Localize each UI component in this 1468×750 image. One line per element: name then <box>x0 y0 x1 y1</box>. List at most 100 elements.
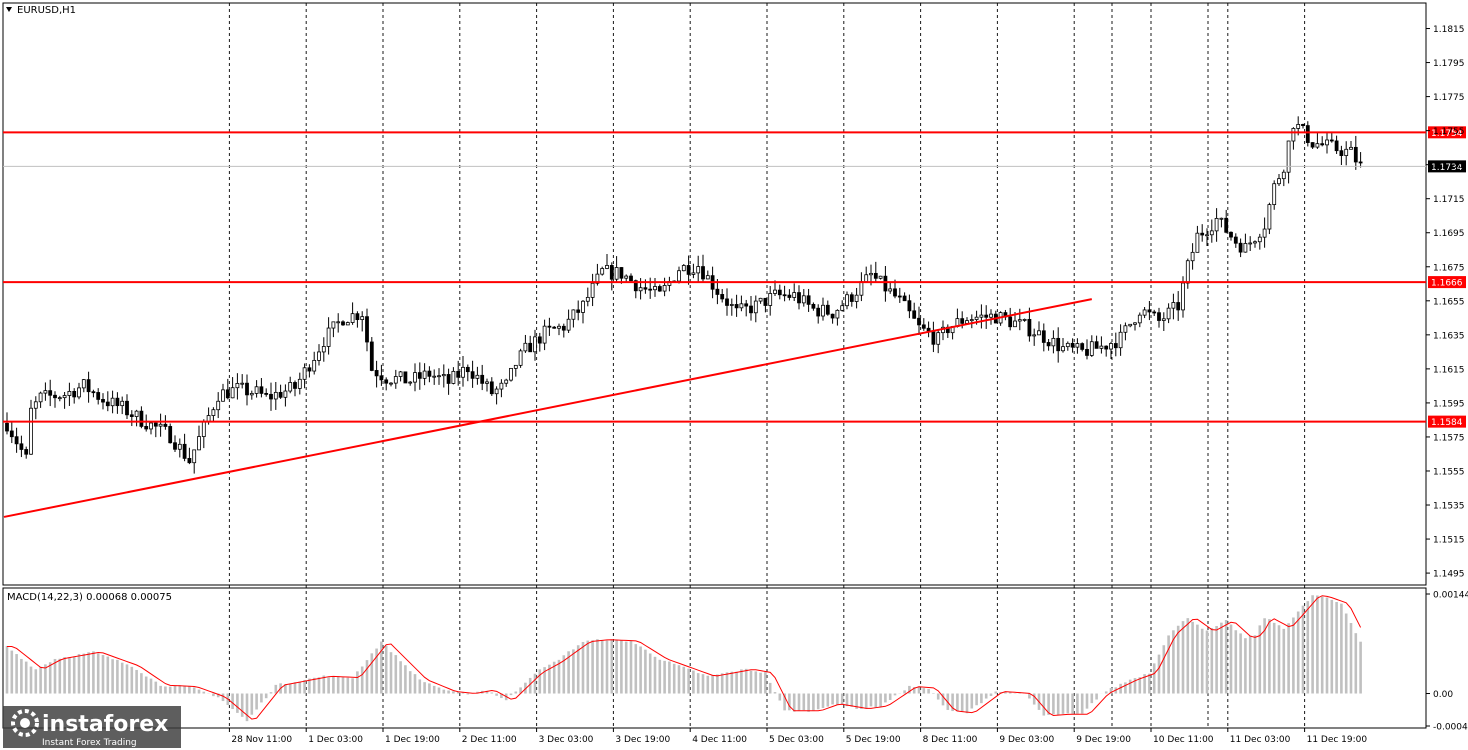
candle-bull <box>312 359 317 372</box>
candle-bear <box>1046 342 1051 347</box>
candle-bear <box>14 436 19 445</box>
candle-bear <box>139 410 144 427</box>
candle-bull <box>835 309 840 319</box>
macd-signal-line <box>7 595 1362 720</box>
level-price-badge <box>1428 126 1466 139</box>
candle-bull <box>1349 146 1353 150</box>
price-tick-label: 1.1795 <box>1433 59 1465 69</box>
candle-bull <box>134 410 139 417</box>
candle-bull <box>1123 325 1128 333</box>
candle-bear <box>86 379 91 393</box>
candle-bear <box>777 289 782 296</box>
candle-bull <box>801 295 806 304</box>
candle-bear <box>893 288 897 297</box>
candle-bear <box>686 265 691 275</box>
candle-bull <box>1219 217 1224 220</box>
candle-bull <box>240 382 245 385</box>
candle-bull <box>331 321 336 329</box>
candle-bull <box>158 423 163 427</box>
macd-tick-label: -0.00047 <box>1433 723 1468 733</box>
candle-bear <box>1147 309 1152 313</box>
candle-bull <box>662 285 667 292</box>
time-tick-label: 9 Dec 03:00 <box>999 735 1054 745</box>
candle-bull <box>1209 230 1214 236</box>
candle-bull <box>768 293 773 306</box>
price-tick-label: 1.1615 <box>1433 365 1465 375</box>
candle-bull <box>494 388 499 395</box>
candle-bull <box>1286 140 1291 173</box>
candle-bull <box>1065 342 1070 348</box>
candle-bull <box>249 393 254 396</box>
candle-bull <box>1051 337 1056 347</box>
candle-bear <box>648 288 653 291</box>
candle-bear <box>873 272 878 279</box>
candle-bull <box>1133 322 1137 325</box>
instaforex-logo: instaforex Instant Forex Trading <box>3 706 181 748</box>
candle-bull <box>110 397 115 407</box>
candle-bull <box>1037 330 1041 336</box>
candle-bull <box>1195 232 1200 253</box>
candle-bear <box>1238 242 1243 253</box>
candle-bull <box>758 297 763 302</box>
candle-bear <box>446 374 451 384</box>
candle-bull <box>437 375 441 378</box>
candle-bull <box>864 274 869 283</box>
candle-bear <box>715 288 720 295</box>
time-tick-label: 11 Dec 03:00 <box>1230 735 1291 745</box>
candle-bull <box>485 381 489 384</box>
macd-title: MACD(14,22,3) 0.00068 0.00075 <box>7 592 172 603</box>
watermark-tagline: Instant Forex Trading <box>42 738 137 748</box>
candle-bull <box>854 294 859 302</box>
candle-bear <box>456 370 461 378</box>
candle-bull <box>321 346 326 353</box>
candle-bull <box>614 267 619 280</box>
candle-bear <box>53 394 57 399</box>
candle-bear <box>1027 318 1032 337</box>
candle-bear <box>1301 124 1305 126</box>
candle-bull <box>1257 236 1262 243</box>
candle-bull <box>475 374 480 379</box>
price-panel-frame <box>2 2 1427 586</box>
candle-bull <box>1061 346 1065 352</box>
candle-bull <box>1281 171 1286 180</box>
candle-bull <box>566 318 571 331</box>
candle-bull <box>230 387 235 399</box>
candle-bull <box>677 270 681 282</box>
candle-bear <box>129 414 134 417</box>
candle-bull <box>504 379 509 384</box>
candle-bear <box>1339 150 1344 156</box>
candle-bear <box>144 425 149 430</box>
time-tick-label: 11 Dec 19:00 <box>1307 735 1368 745</box>
candle-bull <box>77 387 81 398</box>
candle-bear <box>470 371 475 379</box>
candle-bear <box>245 382 249 396</box>
candle-bear <box>931 331 936 345</box>
candle-bull <box>451 370 456 384</box>
time-tick-label: 5 Dec 03:00 <box>769 735 824 745</box>
price-tick-label: 1.1695 <box>1433 229 1465 239</box>
watermark-brand: instaforex <box>42 712 168 737</box>
candle-bull <box>792 292 797 298</box>
candle-bear <box>24 449 29 455</box>
candle-bear <box>725 298 729 306</box>
candle-bull <box>878 275 883 279</box>
candle-bear <box>1329 139 1334 142</box>
candle-bear <box>480 374 485 384</box>
candle-bull <box>422 370 427 379</box>
candle-bear <box>96 392 101 400</box>
candle-bull <box>408 381 413 384</box>
candle-bear <box>259 386 264 394</box>
candle-bear <box>5 422 9 432</box>
candle-bull <box>206 415 211 422</box>
candle-bear <box>379 375 384 381</box>
candle-bear <box>609 265 614 280</box>
candle-bull <box>1325 139 1329 146</box>
price-tick-label: 1.1735 <box>1433 161 1465 171</box>
candle-bull <box>1161 318 1166 321</box>
candle-bull <box>590 282 595 298</box>
candle-bull <box>1214 217 1219 232</box>
symbol-title[interactable]: EURUSD,H1 <box>6 5 76 16</box>
candle-bear <box>384 379 389 384</box>
current-price-label: 1.1734 <box>1431 163 1463 173</box>
